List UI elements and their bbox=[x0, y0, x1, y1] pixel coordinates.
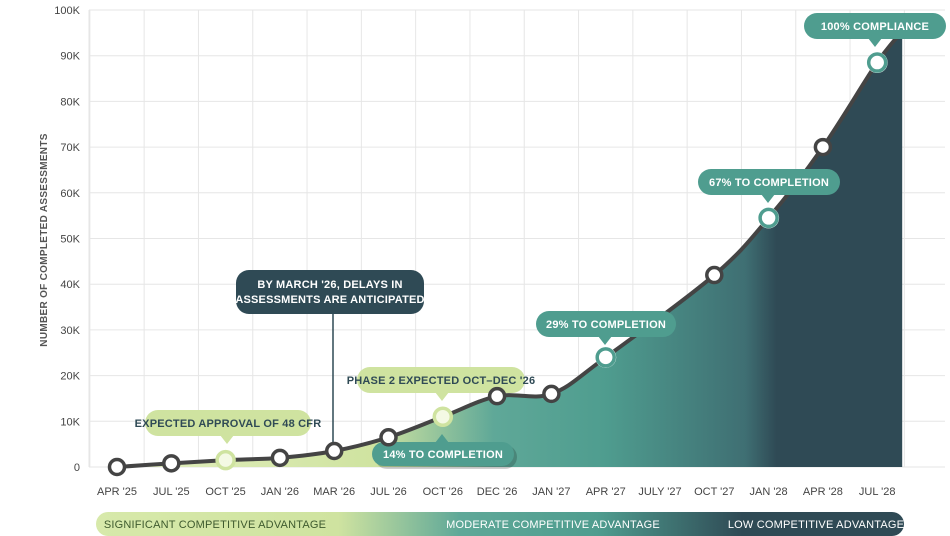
data-point bbox=[432, 406, 454, 427]
x-tick-label: JULY '27 bbox=[638, 486, 681, 498]
callout-text: 14% TO COMPLETION bbox=[383, 449, 503, 461]
callout-tail bbox=[435, 434, 449, 443]
callout-text: EXPECTED APPROVAL OF 48 CFR bbox=[135, 418, 322, 430]
x-tick-label: JAN '26 bbox=[261, 486, 299, 498]
callout-tail bbox=[761, 194, 775, 203]
data-point bbox=[595, 347, 616, 368]
data-point bbox=[758, 207, 779, 229]
x-tick-label: JUL '25 bbox=[153, 486, 190, 498]
y-tick-label: 30K bbox=[60, 325, 80, 337]
x-tick-label: APR '27 bbox=[586, 486, 626, 498]
callout: EXPECTED APPROVAL OF 48 CFR bbox=[135, 410, 322, 444]
x-tick-label: DEC '26 bbox=[477, 486, 518, 498]
data-points bbox=[107, 52, 888, 477]
x-tick-label: JAN '27 bbox=[532, 486, 570, 498]
callout-box bbox=[804, 13, 946, 39]
callout-box bbox=[357, 367, 525, 393]
x-tick-label: OCT '27 bbox=[694, 486, 734, 498]
y-tick-label: 40K bbox=[60, 279, 80, 291]
callout: 100% COMPLIANCE bbox=[804, 13, 946, 47]
y-tick-label: 0 bbox=[74, 462, 80, 474]
x-tick-label: JAN '28 bbox=[750, 486, 788, 498]
data-point bbox=[107, 457, 127, 477]
x-tick-label: APR '25 bbox=[97, 486, 137, 498]
callout-text: 100% COMPLIANCE bbox=[821, 21, 929, 33]
data-point bbox=[215, 449, 236, 471]
advantage-band-bar bbox=[96, 512, 904, 536]
series-line bbox=[115, 29, 905, 469]
data-point bbox=[813, 137, 833, 157]
callout: 29% TO COMPLETION bbox=[536, 311, 676, 345]
advantage-band: SIGNIFICANT COMPETITIVE ADVANTAGE MODERAT… bbox=[96, 512, 904, 536]
y-tick-label: 60K bbox=[60, 188, 80, 200]
callout: 14% TO COMPLETION bbox=[372, 434, 517, 469]
data-point bbox=[542, 384, 561, 404]
data-point bbox=[705, 265, 724, 285]
x-tick-label: MAR '26 bbox=[313, 486, 355, 498]
callout: BY MARCH '26, DELAYS IN ASSESSMENTS ARE A… bbox=[235, 270, 424, 450]
band-label: LOW COMPETITIVE ADVANTAGE bbox=[728, 519, 904, 531]
x-tick-label: JUL '26 bbox=[370, 486, 407, 498]
band-label: MODERATE COMPETITIVE ADVANTAGE bbox=[446, 519, 660, 531]
callout-box bbox=[536, 311, 676, 337]
callout: PHASE 2 EXPECTED OCT–DEC '26 bbox=[347, 367, 536, 401]
x-tick-label: OCT '26 bbox=[423, 486, 463, 498]
x-tick-label: APR '28 bbox=[803, 486, 843, 498]
callout-box bbox=[372, 442, 514, 466]
data-point bbox=[162, 454, 181, 473]
callout-text: ASSESSMENTS ARE ANTICIPATED bbox=[235, 294, 424, 306]
x-axis: APR '25 JUL '25 OCT '25 JAN '26 MAR '26 JUL '… bbox=[97, 486, 895, 498]
callout-tail bbox=[220, 435, 234, 444]
data-point bbox=[487, 386, 507, 406]
callout: 67% TO COMPLETION bbox=[698, 169, 840, 203]
y-axis-title: NUMBER OF COMPLETED ASSESSMENTS bbox=[39, 133, 50, 346]
callout-tail bbox=[435, 392, 449, 401]
callout-tail bbox=[868, 38, 882, 47]
callout-box bbox=[236, 270, 424, 314]
x-tick-label: JUL '28 bbox=[859, 486, 896, 498]
callout-text: PHASE 2 EXPECTED OCT–DEC '26 bbox=[347, 375, 536, 387]
y-tick-label: 50K bbox=[60, 234, 80, 246]
y-tick-label: 70K bbox=[60, 142, 80, 154]
data-point bbox=[324, 441, 344, 461]
area-fill bbox=[117, 31, 903, 467]
band-label: SIGNIFICANT COMPETITIVE ADVANTAGE bbox=[104, 519, 326, 531]
callout-text: BY MARCH '26, DELAYS IN bbox=[257, 279, 402, 291]
data-point bbox=[270, 448, 290, 468]
y-tick-label: 90K bbox=[60, 51, 80, 63]
callout-box bbox=[698, 169, 840, 195]
y-tick-label: 80K bbox=[60, 96, 80, 108]
data-point bbox=[866, 52, 888, 73]
callout-tail bbox=[598, 336, 612, 345]
y-tick-label: 10K bbox=[60, 416, 80, 428]
x-tick-label: OCT '25 bbox=[205, 486, 245, 498]
y-tick-label: 100K bbox=[54, 5, 80, 17]
callout-text: 67% TO COMPLETION bbox=[709, 177, 829, 189]
callout-box bbox=[145, 410, 311, 436]
y-tick-label: 20K bbox=[60, 371, 80, 383]
callout-text: 29% TO COMPLETION bbox=[546, 319, 666, 331]
area-layer bbox=[115, 29, 905, 469]
data-point bbox=[379, 428, 398, 447]
y-axis: 0 10K 20K 30K 40K 50K 60K 70K 80K 90K 100K bbox=[54, 5, 80, 474]
